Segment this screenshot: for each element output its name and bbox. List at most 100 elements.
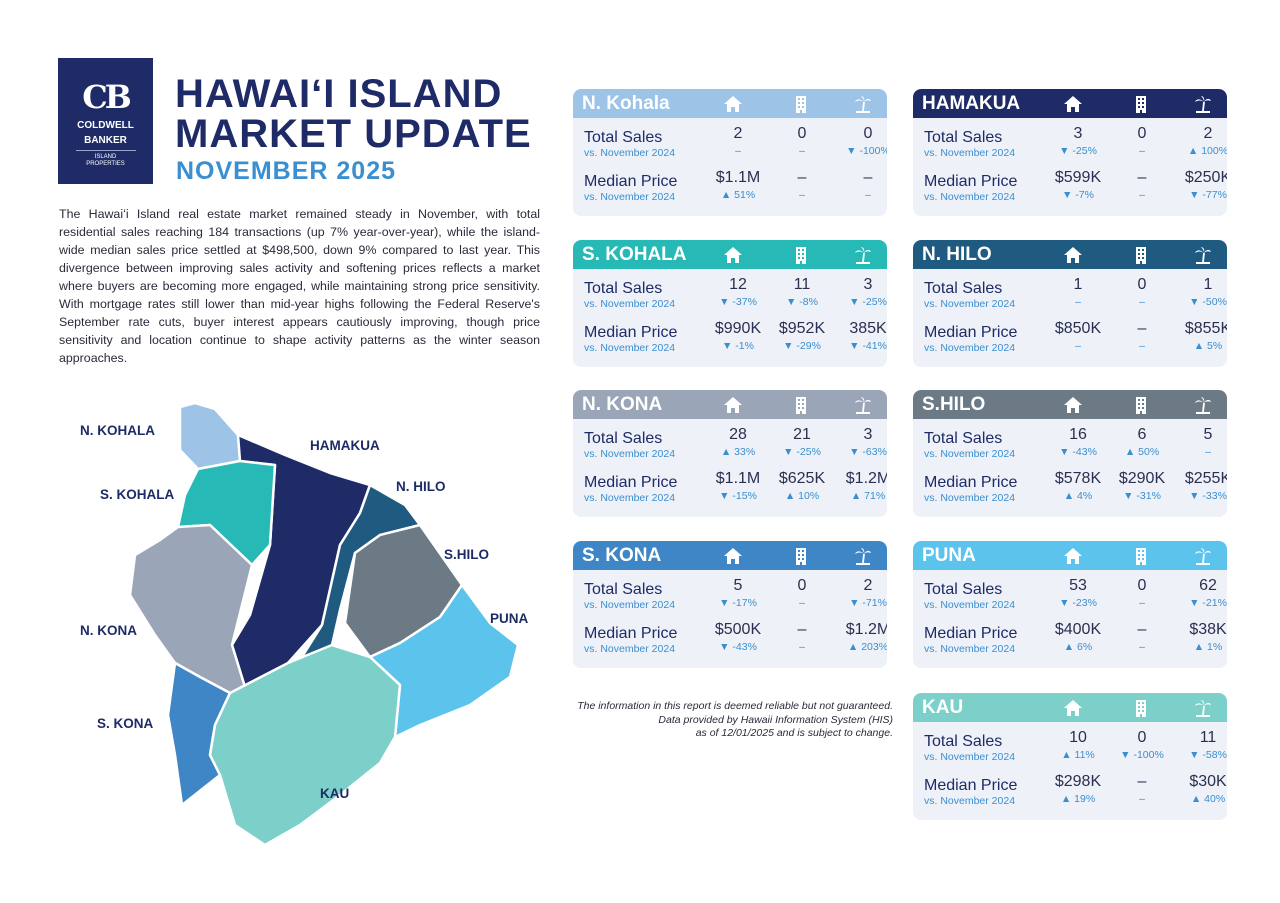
map-label-n-kohala: N. KOHALA: [80, 423, 155, 438]
disclaimer: The information in this report is deemed…: [560, 700, 893, 741]
median-price-row: Median Price vs. November 2024: [924, 173, 1017, 203]
row-label: Total Sales: [584, 581, 663, 598]
stat-cell: 0–: [767, 577, 837, 609]
region-card: S.HILO Total Sales vs. November 2024 16 ▼ -4…: [913, 390, 1227, 517]
stat-value: $599K: [1054, 169, 1102, 186]
stat-value: 0: [797, 577, 807, 594]
row-comparison-label: vs. November 2024: [584, 298, 676, 310]
row-comparison-label: vs. November 2024: [584, 643, 676, 655]
stat-change: ▼ -25%: [1059, 145, 1097, 157]
stat-cell: 2 ▼ -71%: [833, 577, 887, 609]
stat-value: 385K: [849, 320, 887, 337]
total-sales-row: Total Sales vs. November 2024: [584, 129, 675, 159]
region-card-header: HAMAKUA: [913, 89, 1227, 118]
stat-cell: $850K –: [1043, 320, 1113, 352]
stat-cell: $1.2M ▲ 71%: [833, 470, 887, 502]
house-icon: [1063, 245, 1083, 265]
stat-value: $578K: [1054, 470, 1102, 487]
stat-change: ▼ -1%: [722, 340, 754, 352]
map-label-s-kona: S. KONA: [97, 716, 154, 731]
stat-cell: 2–: [703, 125, 773, 157]
row-label: Median Price: [584, 173, 678, 190]
stat-change: ▼ -100%: [1120, 749, 1164, 761]
stat-change: –: [799, 641, 805, 653]
cb-monogram: CB: [82, 78, 132, 116]
stat-change: ▼ -58%: [1189, 749, 1227, 761]
region-card-header: S. KONA: [573, 541, 887, 570]
logo-line1: COLDWELL: [77, 120, 134, 131]
row-comparison-label: vs. November 2024: [924, 147, 1016, 159]
stat-change: ▼ -50%: [1189, 296, 1227, 308]
stat-change: ▲ 100%: [1187, 145, 1227, 157]
stat-value: 11: [1199, 729, 1217, 746]
stat-value: 3: [1073, 125, 1083, 142]
row-label: Total Sales: [924, 430, 1003, 447]
row-label: Median Price: [584, 474, 678, 491]
row-label: Total Sales: [924, 129, 1003, 146]
stat-value: –: [1137, 320, 1147, 337]
logo-line3: ISLAND: [94, 154, 117, 160]
row-label: Median Price: [924, 324, 1018, 341]
map-label-kau: KAU: [320, 786, 349, 801]
row-comparison-label: vs. November 2024: [584, 492, 676, 504]
house-icon: [723, 245, 743, 265]
stat-change: –: [799, 189, 805, 201]
stat-value: 0: [797, 125, 807, 142]
total-sales-row: Total Sales vs. November 2024: [924, 129, 1015, 159]
stat-value: 21: [793, 426, 811, 443]
logo-line4: PROPERTIES: [86, 161, 125, 167]
stat-change: ▼ -15%: [719, 490, 757, 502]
stat-change: ▲ 50%: [1124, 446, 1160, 458]
region-card-header: PUNA: [913, 541, 1227, 570]
stat-value: $952K: [778, 320, 826, 337]
region-card-header: N. Kohala: [573, 89, 887, 118]
title-line1: HAWAIʻI ISLAND: [175, 72, 503, 116]
row-label: Median Price: [924, 173, 1018, 190]
stat-value: –: [1137, 773, 1147, 790]
condo-icon: [791, 546, 811, 566]
stat-cell: 3 ▼ -25%: [833, 276, 887, 308]
house-icon: [1063, 94, 1083, 114]
stat-cell: – –: [767, 621, 837, 653]
stat-cell: $599K ▼ -7%: [1043, 169, 1113, 201]
region-card: HAMAKUA Total Sales vs. November 2024 3 ▼ -2…: [913, 89, 1227, 216]
median-price-row: Median Price vs. November 2024: [924, 474, 1017, 504]
stat-value: $855K: [1184, 320, 1227, 337]
stat-change: ▲ 51%: [720, 189, 756, 201]
row-label: Total Sales: [924, 581, 1003, 598]
stat-cell: $578K ▲ 4%: [1043, 470, 1113, 502]
house-icon: [1063, 698, 1083, 718]
stat-cell: $30K ▲ 40%: [1173, 773, 1227, 805]
row-comparison-label: vs. November 2024: [924, 643, 1016, 655]
map-region-n-hilo: [298, 483, 422, 662]
row-comparison-label: vs. November 2024: [924, 492, 1016, 504]
region-card-header: S. KOHALA: [573, 240, 887, 269]
stat-cell: 28 ▲ 33%: [703, 426, 773, 458]
row-label: Total Sales: [584, 129, 663, 146]
stat-change: ▲ 6%: [1063, 641, 1093, 653]
stat-cell: $38K ▲ 1%: [1173, 621, 1227, 653]
median-price-row: Median Price vs. November 2024: [584, 173, 677, 203]
region-name: N. Kohala: [582, 93, 670, 114]
condo-icon: [1131, 395, 1151, 415]
row-comparison-label: vs. November 2024: [924, 751, 1016, 763]
stat-value: $38K: [1189, 621, 1227, 638]
condo-icon: [1131, 698, 1151, 718]
land-icon: [853, 245, 873, 265]
stat-value: 3: [863, 276, 873, 293]
stat-value: –: [1137, 621, 1147, 638]
stat-change: ▼ -31%: [1123, 490, 1161, 502]
total-sales-row: Total Sales vs. November 2024: [584, 581, 675, 611]
disclaimer-line3: as of 12/01/2025 and is subject to chang…: [695, 727, 893, 739]
row-comparison-label: vs. November 2024: [924, 298, 1016, 310]
row-comparison-label: vs. November 2024: [584, 342, 676, 354]
median-price-row: Median Price vs. November 2024: [584, 625, 677, 655]
stat-change: ▼ -63%: [849, 446, 887, 458]
stat-cell: $400K ▲ 6%: [1043, 621, 1113, 653]
row-label: Median Price: [924, 777, 1018, 794]
coldwell-banker-logo: CB COLDWELL BANKER ISLAND PROPERTIES: [58, 58, 153, 184]
median-price-row: Median Price vs. November 2024: [584, 324, 677, 354]
stat-cell: 1 ▼ -50%: [1173, 276, 1227, 308]
land-icon: [853, 395, 873, 415]
row-label: Median Price: [584, 625, 678, 642]
